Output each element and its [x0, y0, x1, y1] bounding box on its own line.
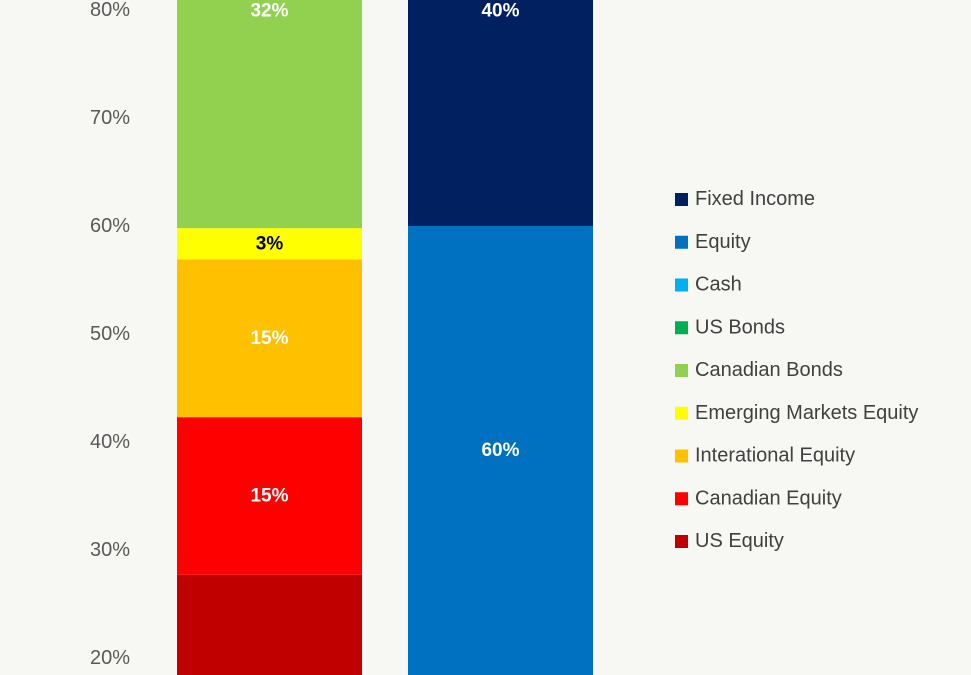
bar-segment-interational-equity [177, 259, 362, 418]
legend-item-cash: Cash [675, 274, 742, 296]
legend-label: Canadian Bonds [695, 359, 843, 381]
data-label-group: 15% 15% 3% 32% 60% 40% [250, 1, 519, 507]
legend-swatch [675, 406, 688, 420]
legend-swatch [675, 535, 688, 548]
data-label-canadian-equity: 15% [250, 486, 288, 507]
legend-label: Fixed Income [695, 188, 815, 210]
legend-swatch [675, 278, 688, 292]
y-tick-label: 80% [90, 0, 130, 21]
legend-label: US Bonds [695, 316, 785, 338]
y-tick-label: 40% [90, 431, 130, 453]
legend-swatch [675, 449, 688, 463]
legend-label: Interational Equity [695, 445, 855, 467]
legend-swatch [675, 364, 688, 377]
legend-label: Cash [695, 274, 742, 296]
bar-segment-emerging-markets-equity [177, 228, 362, 260]
legend-label: Equity [695, 231, 751, 253]
legend-item-canadian-equity: Canadian Equity [675, 487, 842, 509]
bar-segment-equity [408, 226, 593, 675]
bar-segment-canadian-bonds [177, 0, 362, 229]
legend-label: Emerging Markets Equity [695, 402, 918, 424]
legend-swatch [675, 235, 688, 249]
y-tick-label: 70% [90, 107, 130, 129]
data-label-canadian-bonds: 32% [250, 1, 288, 22]
bar-group [177, 0, 593, 675]
legend-item-emerging-markets-equity: Emerging Markets Equity [675, 402, 918, 424]
legend-swatch [675, 193, 688, 206]
data-label-equity: 60% [481, 440, 519, 461]
data-label-interational-equity: 15% [250, 328, 288, 349]
bar-segment-fixed-income [408, 0, 593, 226]
legend-item-equity: Equity [675, 231, 751, 253]
legend-item-us-bonds: US Bonds [675, 316, 785, 338]
data-label-fixed-income: 40% [481, 1, 519, 22]
legend-item-fixed-income: Fixed Income [675, 188, 815, 210]
y-tick-label: 60% [90, 215, 130, 237]
y-tick-label: 50% [90, 323, 130, 345]
legend: Fixed Income Equity Cash US Bonds Canadian B… [675, 188, 918, 552]
bar-segment-canadian-equity [177, 417, 362, 575]
legend-swatch [675, 492, 688, 506]
bar-segment-us-equity [177, 574, 362, 675]
data-label-emerging-markets-equity: 3% [256, 233, 284, 254]
y-tick-label: 20% [90, 647, 130, 669]
legend-item-us-equity: US Equity [675, 530, 784, 552]
legend-item-canadian-bonds: Canadian Bonds [675, 359, 843, 381]
y-tick-label: 30% [90, 539, 130, 561]
legend-label: Canadian Equity [695, 487, 842, 509]
y-axis-ticks: 20% 30% 40% 50% 60% 70% 80% [90, 0, 130, 669]
legend-label: US Equity [695, 530, 784, 552]
legend-swatch [675, 321, 688, 335]
legend-item-interational-equity: Interational Equity [675, 445, 855, 467]
